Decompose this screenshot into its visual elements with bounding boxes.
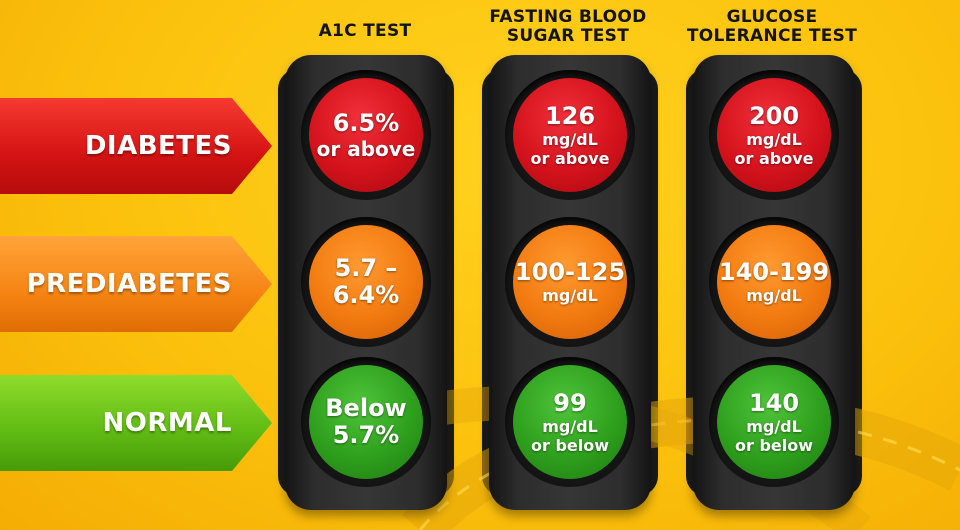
lens-red: 6.5% or above [309,78,423,192]
light-fasting-prediabetes: 100-125 mg/dL [505,217,635,347]
light-a1c-prediabetes: 5.7 – 6.4% [301,217,431,347]
lens-red: 126 mg/dL or above [513,78,627,192]
lens-green: Below 5.7% [309,365,423,479]
header-fasting-blood-sugar-test: FASTING BLOOD SUGAR TEST [489,7,647,46]
traffic-light-fasting-blood-sugar: 126 mg/dL or above 100-125 mg/dL 99 mg/d… [482,55,658,510]
light-glucose-diabetes: 200 mg/dL or above [709,70,839,200]
header-glucose-tolerance-test: GLUCOSE TOLERANCE TEST [686,7,858,46]
lens-orange: 5.7 – 6.4% [309,225,423,339]
header-a1c-test: A1C TEST [318,21,412,41]
diabetes-arrow-label: DIABETES [0,98,272,194]
lens-green: 99 mg/dL or below [513,365,627,479]
lens-orange: 100-125 mg/dL [513,225,627,339]
diabetes-label: DIABETES [84,131,232,161]
light-glucose-normal: 140 mg/dL or below [709,357,839,487]
traffic-light-glucose-tolerance: 200 mg/dL or above 140-199 mg/dL 140 mg/… [686,55,862,510]
normal-arrow-label: NORMAL [0,375,272,471]
traffic-light-a1c: 6.5% or above 5.7 – 6.4% Below 5.7% [278,55,454,510]
prediabetes-arrow-label: PREDIABETES [0,236,272,332]
light-a1c-diabetes: 6.5% or above [301,70,431,200]
light-fasting-diabetes: 126 mg/dL or above [505,70,635,200]
light-glucose-prediabetes: 140-199 mg/dL [709,217,839,347]
normal-label: NORMAL [102,408,232,438]
lens-orange: 140-199 mg/dL [717,225,831,339]
prediabetes-label: PREDIABETES [26,269,232,299]
lens-red: 200 mg/dL or above [717,78,831,192]
light-a1c-normal: Below 5.7% [301,357,431,487]
lens-green: 140 mg/dL or below [717,365,831,479]
light-fasting-normal: 99 mg/dL or below [505,357,635,487]
